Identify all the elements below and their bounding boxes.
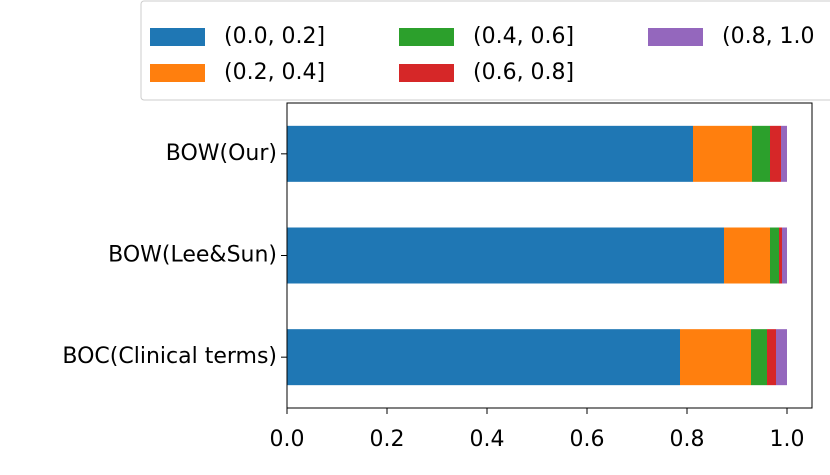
bar-segment <box>781 125 787 182</box>
y-tick-label: BOW(Our) <box>166 141 277 166</box>
bar-segment <box>287 125 693 182</box>
legend-label: (0.0, 0.2] <box>224 24 325 49</box>
x-tick-label: 1.0 <box>770 427 805 452</box>
y-tick-label: BOC(Clinical terms) <box>62 344 277 369</box>
bar-segment <box>770 227 779 284</box>
y-tick-label: BOW(Lee&Sun) <box>108 243 277 268</box>
x-tick-label: 0.4 <box>470 427 505 452</box>
x-tick-label: 0.8 <box>670 427 705 452</box>
bar-segment <box>779 227 782 284</box>
bar-segment <box>693 125 752 182</box>
legend-box <box>140 0 830 101</box>
legend-swatch <box>150 64 205 82</box>
legend-label: (0.6, 0.8] <box>473 60 574 85</box>
legend-label: (0.2, 0.4] <box>224 60 325 85</box>
bar-segment <box>680 329 751 386</box>
plot-frame <box>286 102 813 409</box>
x-tick-label: 0.2 <box>370 427 405 452</box>
bar-segment <box>776 329 787 386</box>
legend-swatch <box>399 64 454 82</box>
bar-segment <box>770 125 781 182</box>
bar-segment <box>287 329 680 386</box>
legend-swatch <box>399 28 454 46</box>
bar-segment <box>767 329 776 386</box>
legend-swatch <box>648 28 703 46</box>
legend-swatch <box>150 28 205 46</box>
x-tick-label: 0.6 <box>570 427 605 452</box>
bar-segment <box>724 227 770 284</box>
bar-segment <box>752 125 770 182</box>
bar-segment <box>782 227 787 284</box>
x-tick-label: 0.0 <box>270 427 305 452</box>
legend-label: (0.4, 0.6] <box>473 24 574 49</box>
bar-segment <box>287 227 724 284</box>
bar-segment <box>751 329 767 386</box>
legend-label: (0.8, 1.0 <box>722 24 815 49</box>
